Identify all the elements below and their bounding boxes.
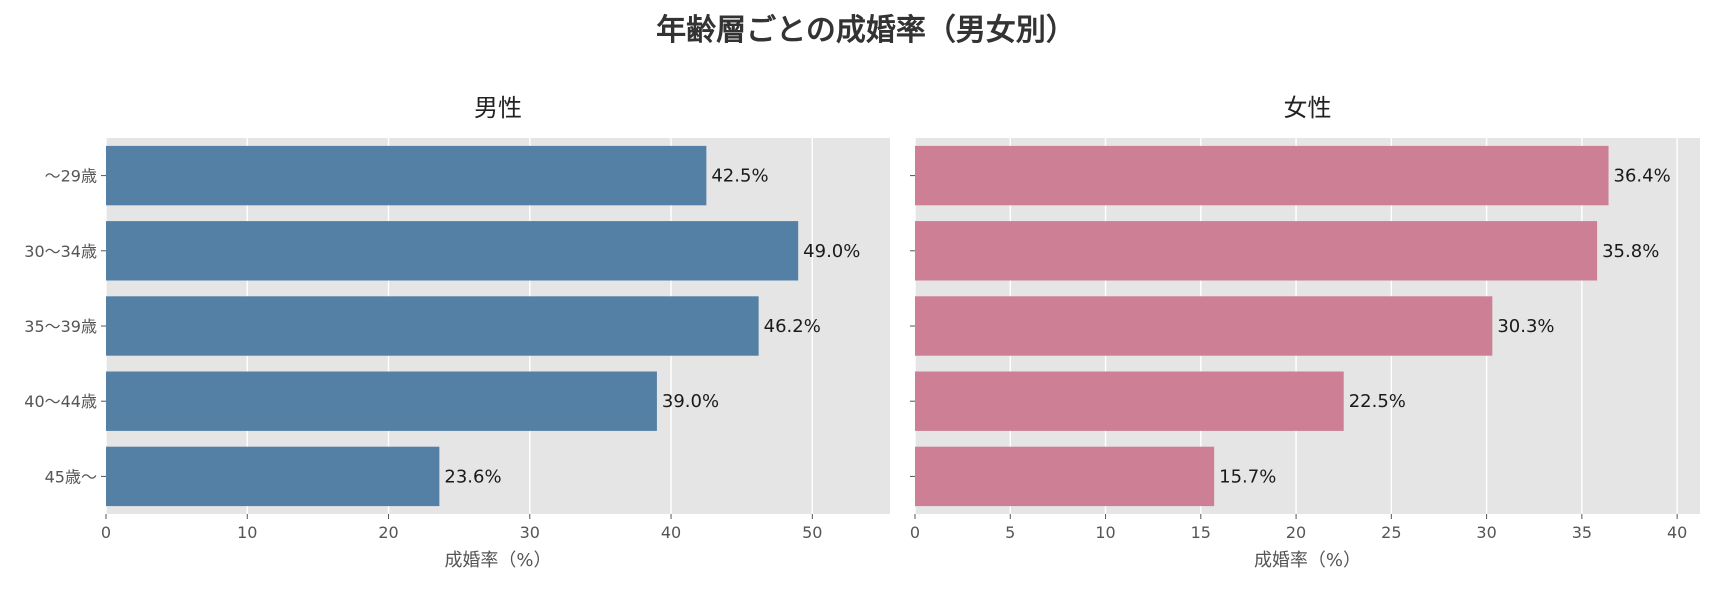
x-tick-label-female-7: 35 (1572, 523, 1592, 542)
bar-male-1 (106, 221, 799, 281)
x-tick-label-male-1: 10 (237, 523, 257, 542)
x-tick-label-male-0: 0 (101, 523, 111, 542)
x-tick-label-female-6: 30 (1476, 523, 1496, 542)
data-label-female-2: 30.3% (1497, 316, 1554, 337)
y-tick-label-male-4: 45歳～ (45, 467, 97, 486)
x-tick-label-female-2: 10 (1095, 523, 1115, 542)
y-tick-label-male-2: 35～39歳 (24, 317, 97, 336)
x-tick-label-female-5: 25 (1381, 523, 1401, 542)
y-tick-label-male-0: ～29歳 (45, 167, 97, 186)
x-tick-label-male-4: 40 (661, 523, 681, 542)
data-label-male-2: 46.2% (764, 316, 821, 337)
x-tick-label-female-0: 0 (910, 523, 920, 542)
data-label-female-0: 36.4% (1614, 166, 1671, 187)
data-label-female-1: 35.8% (1602, 241, 1659, 262)
panel-title-female: 女性 (1284, 94, 1332, 122)
bar-female-1 (915, 221, 1598, 281)
bar-female-3 (915, 371, 1344, 431)
x-tick-label-female-3: 15 (1191, 523, 1211, 542)
x-tick-label-female-4: 20 (1286, 523, 1306, 542)
bar-male-3 (106, 371, 657, 431)
x-axis-label-female: 成婚率（%） (1254, 550, 1361, 571)
data-label-male-0: 42.5% (711, 166, 768, 187)
data-label-male-1: 49.0% (803, 241, 860, 262)
panel-title-male: 男性 (474, 94, 522, 122)
panel-male: 男性 成婚率（%） 0 10 20 30 40 50 42.5% ～29歳 49.0% 30～34… (24, 94, 890, 571)
data-label-female-4: 15.7% (1219, 466, 1276, 487)
data-label-male-4: 23.6% (444, 466, 501, 487)
data-label-female-3: 22.5% (1349, 391, 1406, 412)
bar-female-0 (915, 145, 1609, 206)
x-tick-label-female-1: 5 (1005, 523, 1015, 542)
y-tick-label-male-3: 40～44歳 (24, 392, 97, 411)
bar-male-0 (106, 145, 707, 206)
x-tick-label-male-3: 30 (520, 523, 540, 542)
bar-male-4 (106, 446, 440, 507)
bar-male-2 (106, 296, 759, 356)
panel-female: 女性 成婚率（%） 0 5 10 15 20 25 30 35 40 36.4% 35.8% 30.3… (910, 94, 1700, 571)
bar-female-2 (915, 296, 1493, 356)
main-title: 年齢層ごとの成婚率（男女別） (656, 13, 1076, 48)
x-tick-label-male-5: 50 (802, 523, 822, 542)
y-tick-label-male-1: 30～34歳 (24, 242, 97, 261)
x-tick-label-female-8: 40 (1667, 523, 1687, 542)
data-label-male-3: 39.0% (662, 391, 719, 412)
bar-female-4 (915, 446, 1215, 507)
x-tick-label-male-2: 20 (378, 523, 398, 542)
x-axis-label-male: 成婚率（%） (444, 550, 551, 571)
